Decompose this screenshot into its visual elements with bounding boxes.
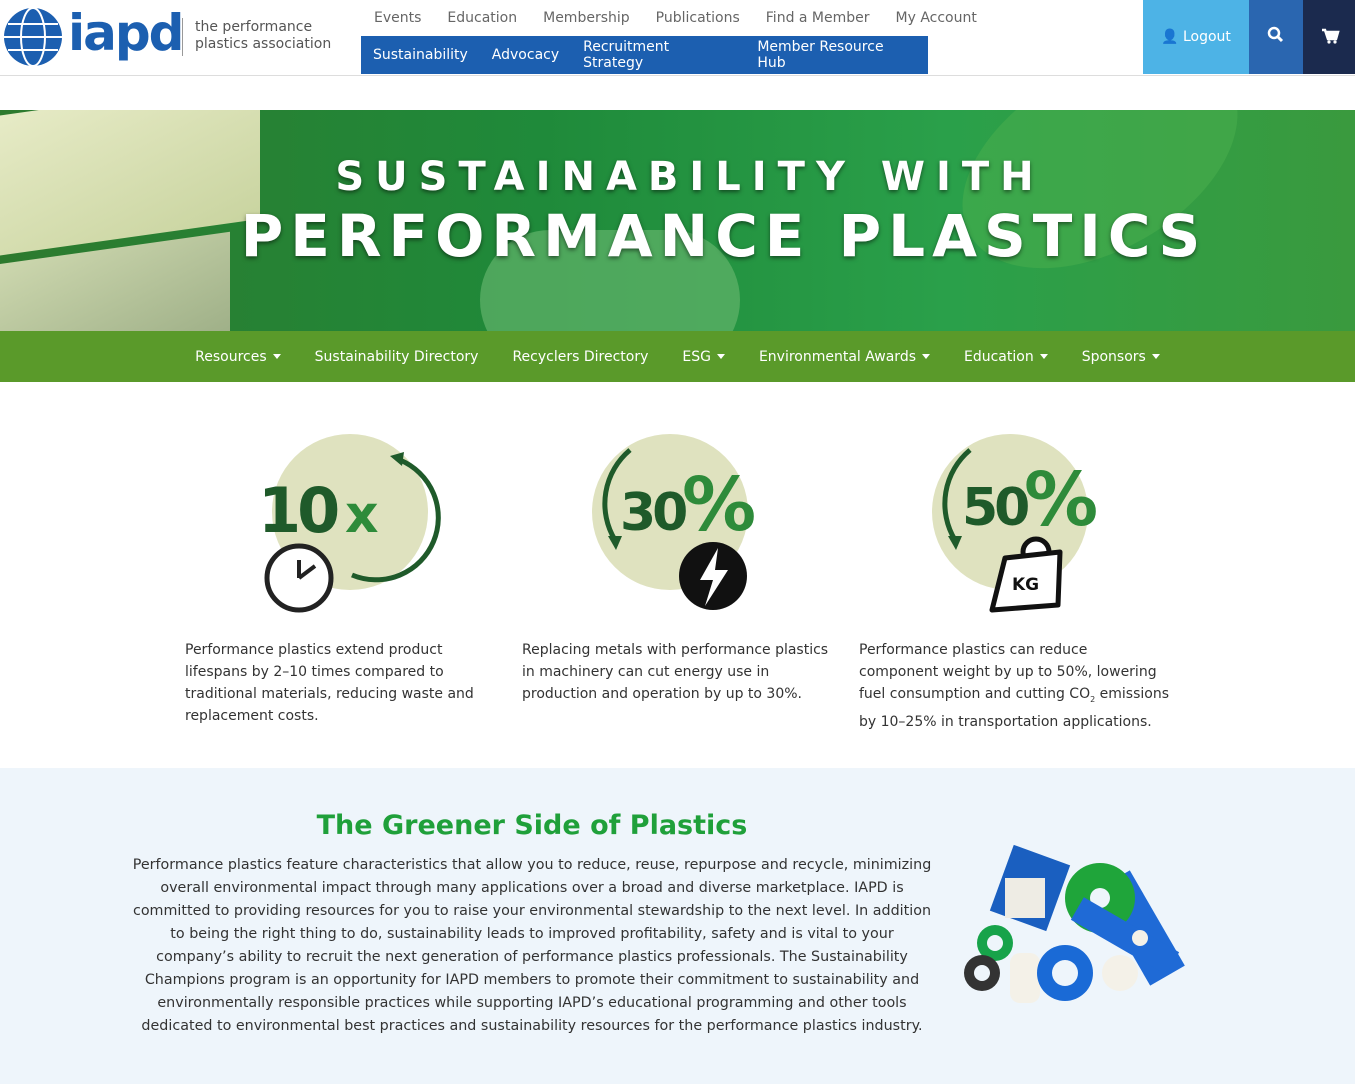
sub-nav: Resources Sustainability Directory Recycle…	[0, 331, 1355, 382]
top-nav-link[interactable]: Membership	[543, 10, 630, 26]
tagline: the performance plastics association	[195, 19, 331, 53]
top-nav-link[interactable]: Find a Member	[765, 10, 870, 26]
sub-nav-link[interactable]: ESG	[682, 349, 725, 365]
section-title: The Greener Side of Plastics	[316, 810, 748, 841]
main-nav: Sustainability Advocacy Recruitment Strate…	[361, 36, 928, 74]
cart-button[interactable]	[1303, 0, 1355, 74]
hero-line-2: PERFORMANCE PLASTICS	[240, 202, 1208, 270]
logout-label: Logout	[1182, 29, 1231, 45]
main-nav-link[interactable]: Recruitment Strategy	[583, 39, 670, 71]
top-nav-link[interactable]: Education	[447, 10, 518, 26]
sub-nav-link[interactable]: Environmental Awards	[759, 349, 930, 365]
sub-nav-link[interactable]: Education	[964, 349, 1048, 365]
top-nav: Events Education Membership Publications Fin…	[374, 7, 1003, 26]
main-nav-link[interactable]: Advocacy	[491, 47, 560, 63]
logout-button[interactable]: 👤 Logout	[1143, 0, 1249, 74]
stat-icon: 10 x	[258, 434, 441, 613]
sub-nav-link[interactable]: Sustainability Directory	[314, 348, 479, 365]
stat-badge: KG	[1012, 575, 1039, 595]
main-nav-link[interactable]: Member Resource Hub	[757, 39, 884, 71]
search-button[interactable]	[1249, 0, 1303, 74]
subscript: 2	[1090, 694, 1096, 704]
description-text: emissions by 10–25% in transportation ap…	[859, 686, 1169, 730]
plastic-parts-image	[964, 844, 1185, 1003]
stat-icon: 30 %	[592, 434, 758, 610]
top-nav-link[interactable]: Events	[374, 10, 422, 26]
stat-number: 50	[962, 478, 1028, 538]
top-nav-link[interactable]: Publications	[655, 10, 740, 26]
stat-description: Replacing metals with performance plasti…	[522, 642, 829, 702]
divider	[182, 18, 183, 56]
stat-description: Performance plastics extend product life…	[185, 642, 474, 724]
stat-unit: %	[1024, 457, 1096, 543]
sub-nav-link[interactable]: Recyclers Directory	[512, 348, 649, 365]
stat-unit: %	[682, 462, 754, 548]
hero-line-1: SUSTAINABILITY WITH	[335, 154, 1045, 200]
globe-logo	[4, 7, 62, 67]
stat-icon: KG 50 %	[932, 434, 1100, 613]
description-text: Performance plastics can reduce componen…	[859, 642, 1157, 702]
tagline-line: plastics association	[195, 36, 332, 52]
cart-icon	[1322, 28, 1340, 44]
header: iapd the performance plastics association…	[0, 0, 1355, 76]
sub-nav-link[interactable]: Resources	[195, 349, 281, 365]
search-icon	[1267, 26, 1284, 43]
tagline-line: the performance	[195, 19, 313, 35]
main-nav-link[interactable]: Sustainability	[373, 47, 468, 63]
stat-description: Performance plastics can reduce componen…	[859, 639, 1169, 733]
stat-unit: x	[345, 485, 378, 545]
top-nav-link[interactable]: My Account	[895, 10, 977, 26]
logo-text[interactable]: iapd	[68, 4, 184, 62]
section-body: Performance plastics feature characteris…	[132, 857, 932, 1034]
hero-rod	[480, 230, 740, 331]
stat-icons: 10 x 30 % KG 50 %	[258, 434, 1100, 613]
hero: SUSTAINABILITY WITH PERFORMANCE PLASTICS	[0, 110, 1355, 331]
stat-number: 10	[258, 474, 338, 547]
sub-nav-link[interactable]: Sponsors	[1082, 349, 1160, 365]
greener-section: The Greener Side of Plastics Performance…	[0, 768, 1355, 1084]
stat-number: 30	[620, 483, 686, 543]
